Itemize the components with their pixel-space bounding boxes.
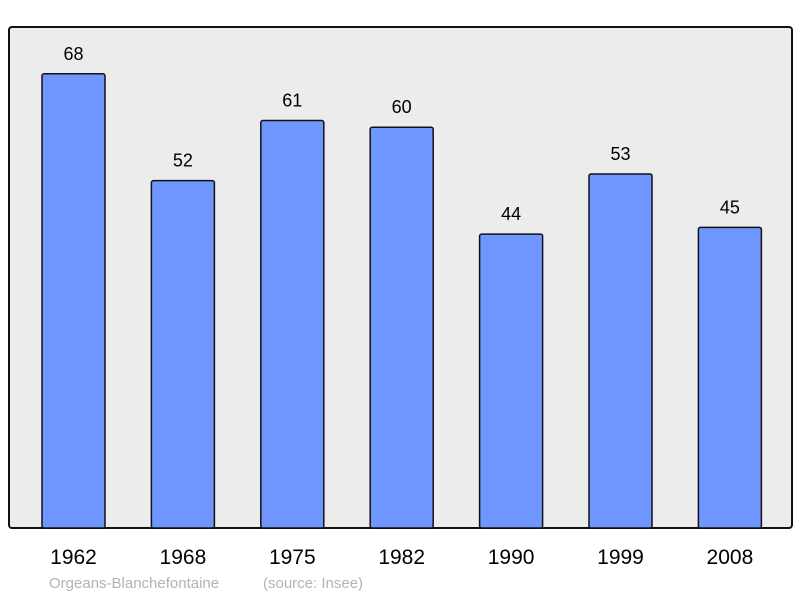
bar-1982 (369, 126, 434, 529)
bar-1962 (41, 73, 106, 529)
bar-1999 (588, 173, 653, 529)
x-tick-label-1990: 1990 (488, 546, 535, 569)
x-tick-label-1999: 1999 (597, 546, 644, 569)
bar-1975 (260, 119, 325, 529)
data-label-2008: 45 (720, 197, 740, 217)
bar-1968 (150, 179, 216, 529)
place-name: Orgeans-Blanchefontaine (49, 575, 220, 592)
data-label-1990: 44 (501, 204, 521, 224)
data-label-1982: 60 (392, 97, 412, 117)
x-tick-label-1962: 1962 (50, 546, 97, 569)
data-label-1975: 61 (282, 91, 302, 111)
x-tick-label-1982: 1982 (378, 546, 425, 569)
data-label-1968: 52 (173, 151, 193, 171)
bar-2008 (697, 226, 763, 529)
x-tick-label-1968: 1968 (160, 546, 207, 569)
data-label-1999: 53 (610, 144, 630, 164)
x-tick-label-2008: 2008 (707, 546, 754, 569)
source-note: (source: Insee) (263, 575, 364, 592)
data-label-1962: 68 (63, 44, 83, 64)
bar-1990 (478, 233, 544, 529)
x-tick-label-1975: 1975 (269, 546, 316, 569)
